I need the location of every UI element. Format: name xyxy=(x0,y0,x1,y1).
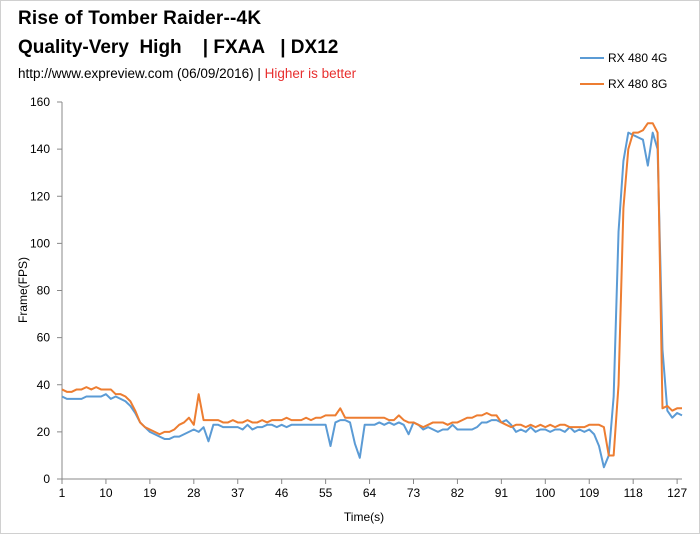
x-tick-label: 91 xyxy=(495,486,509,500)
y-tick-label: 60 xyxy=(37,331,51,345)
x-tick-label: 1 xyxy=(59,486,66,500)
series-lines xyxy=(61,122,683,469)
x-tick-label: 82 xyxy=(451,486,465,500)
x-tick-label: 127 xyxy=(667,486,687,500)
x-tick-label: 28 xyxy=(187,486,201,500)
y-tick-label: 40 xyxy=(37,378,51,392)
x-tick-label: 55 xyxy=(319,486,333,500)
x-tick-label: 19 xyxy=(143,486,157,500)
source-text: http://www.expreview.com (06/09/2016) xyxy=(18,66,254,81)
x-tick-label: 100 xyxy=(535,486,555,500)
x-tick-label: 64 xyxy=(363,486,377,500)
legend-label: RX 480 8G xyxy=(608,77,667,91)
x-tick-label: 109 xyxy=(579,486,599,500)
legend-label: RX 480 4G xyxy=(608,51,667,65)
y-tick-label: 100 xyxy=(30,236,50,250)
y-tick-label: 140 xyxy=(30,142,50,156)
series-line-2 xyxy=(61,122,682,457)
y-tick-label: 160 xyxy=(30,95,50,109)
y-tick-label: 120 xyxy=(30,189,50,203)
source-line: http://www.expreview.com (06/09/2016) | … xyxy=(18,66,356,81)
y-tick-label: 20 xyxy=(37,425,51,439)
chart-title: Rise of Tomber Raider--4K xyxy=(18,8,262,29)
x-tick-label: 73 xyxy=(407,486,421,500)
y-tick-label: 0 xyxy=(43,472,50,486)
chart-subtitle: Quality-Very High | FXAA | DX12 xyxy=(18,37,339,58)
y-axis-label: Frame(FPS) xyxy=(16,257,30,323)
higher-better-note: Higher is better xyxy=(264,66,357,81)
axes: 0 20 40 60 80 100 120 140 160 1 10 19 28 37 46 55 64 73 82… xyxy=(30,95,687,500)
x-tick-label: 10 xyxy=(99,486,113,500)
source-separator: | xyxy=(253,66,265,81)
x-tick-label: 46 xyxy=(275,486,289,500)
x-tick-label: 37 xyxy=(231,486,245,500)
legend: RX 480 4G RX 480 8G xyxy=(580,51,667,91)
x-tick-label: 118 xyxy=(624,486,643,500)
x-axis-label: Time(s) xyxy=(344,510,384,524)
series-line-1 xyxy=(61,131,683,469)
y-tick-label: 80 xyxy=(37,284,51,298)
